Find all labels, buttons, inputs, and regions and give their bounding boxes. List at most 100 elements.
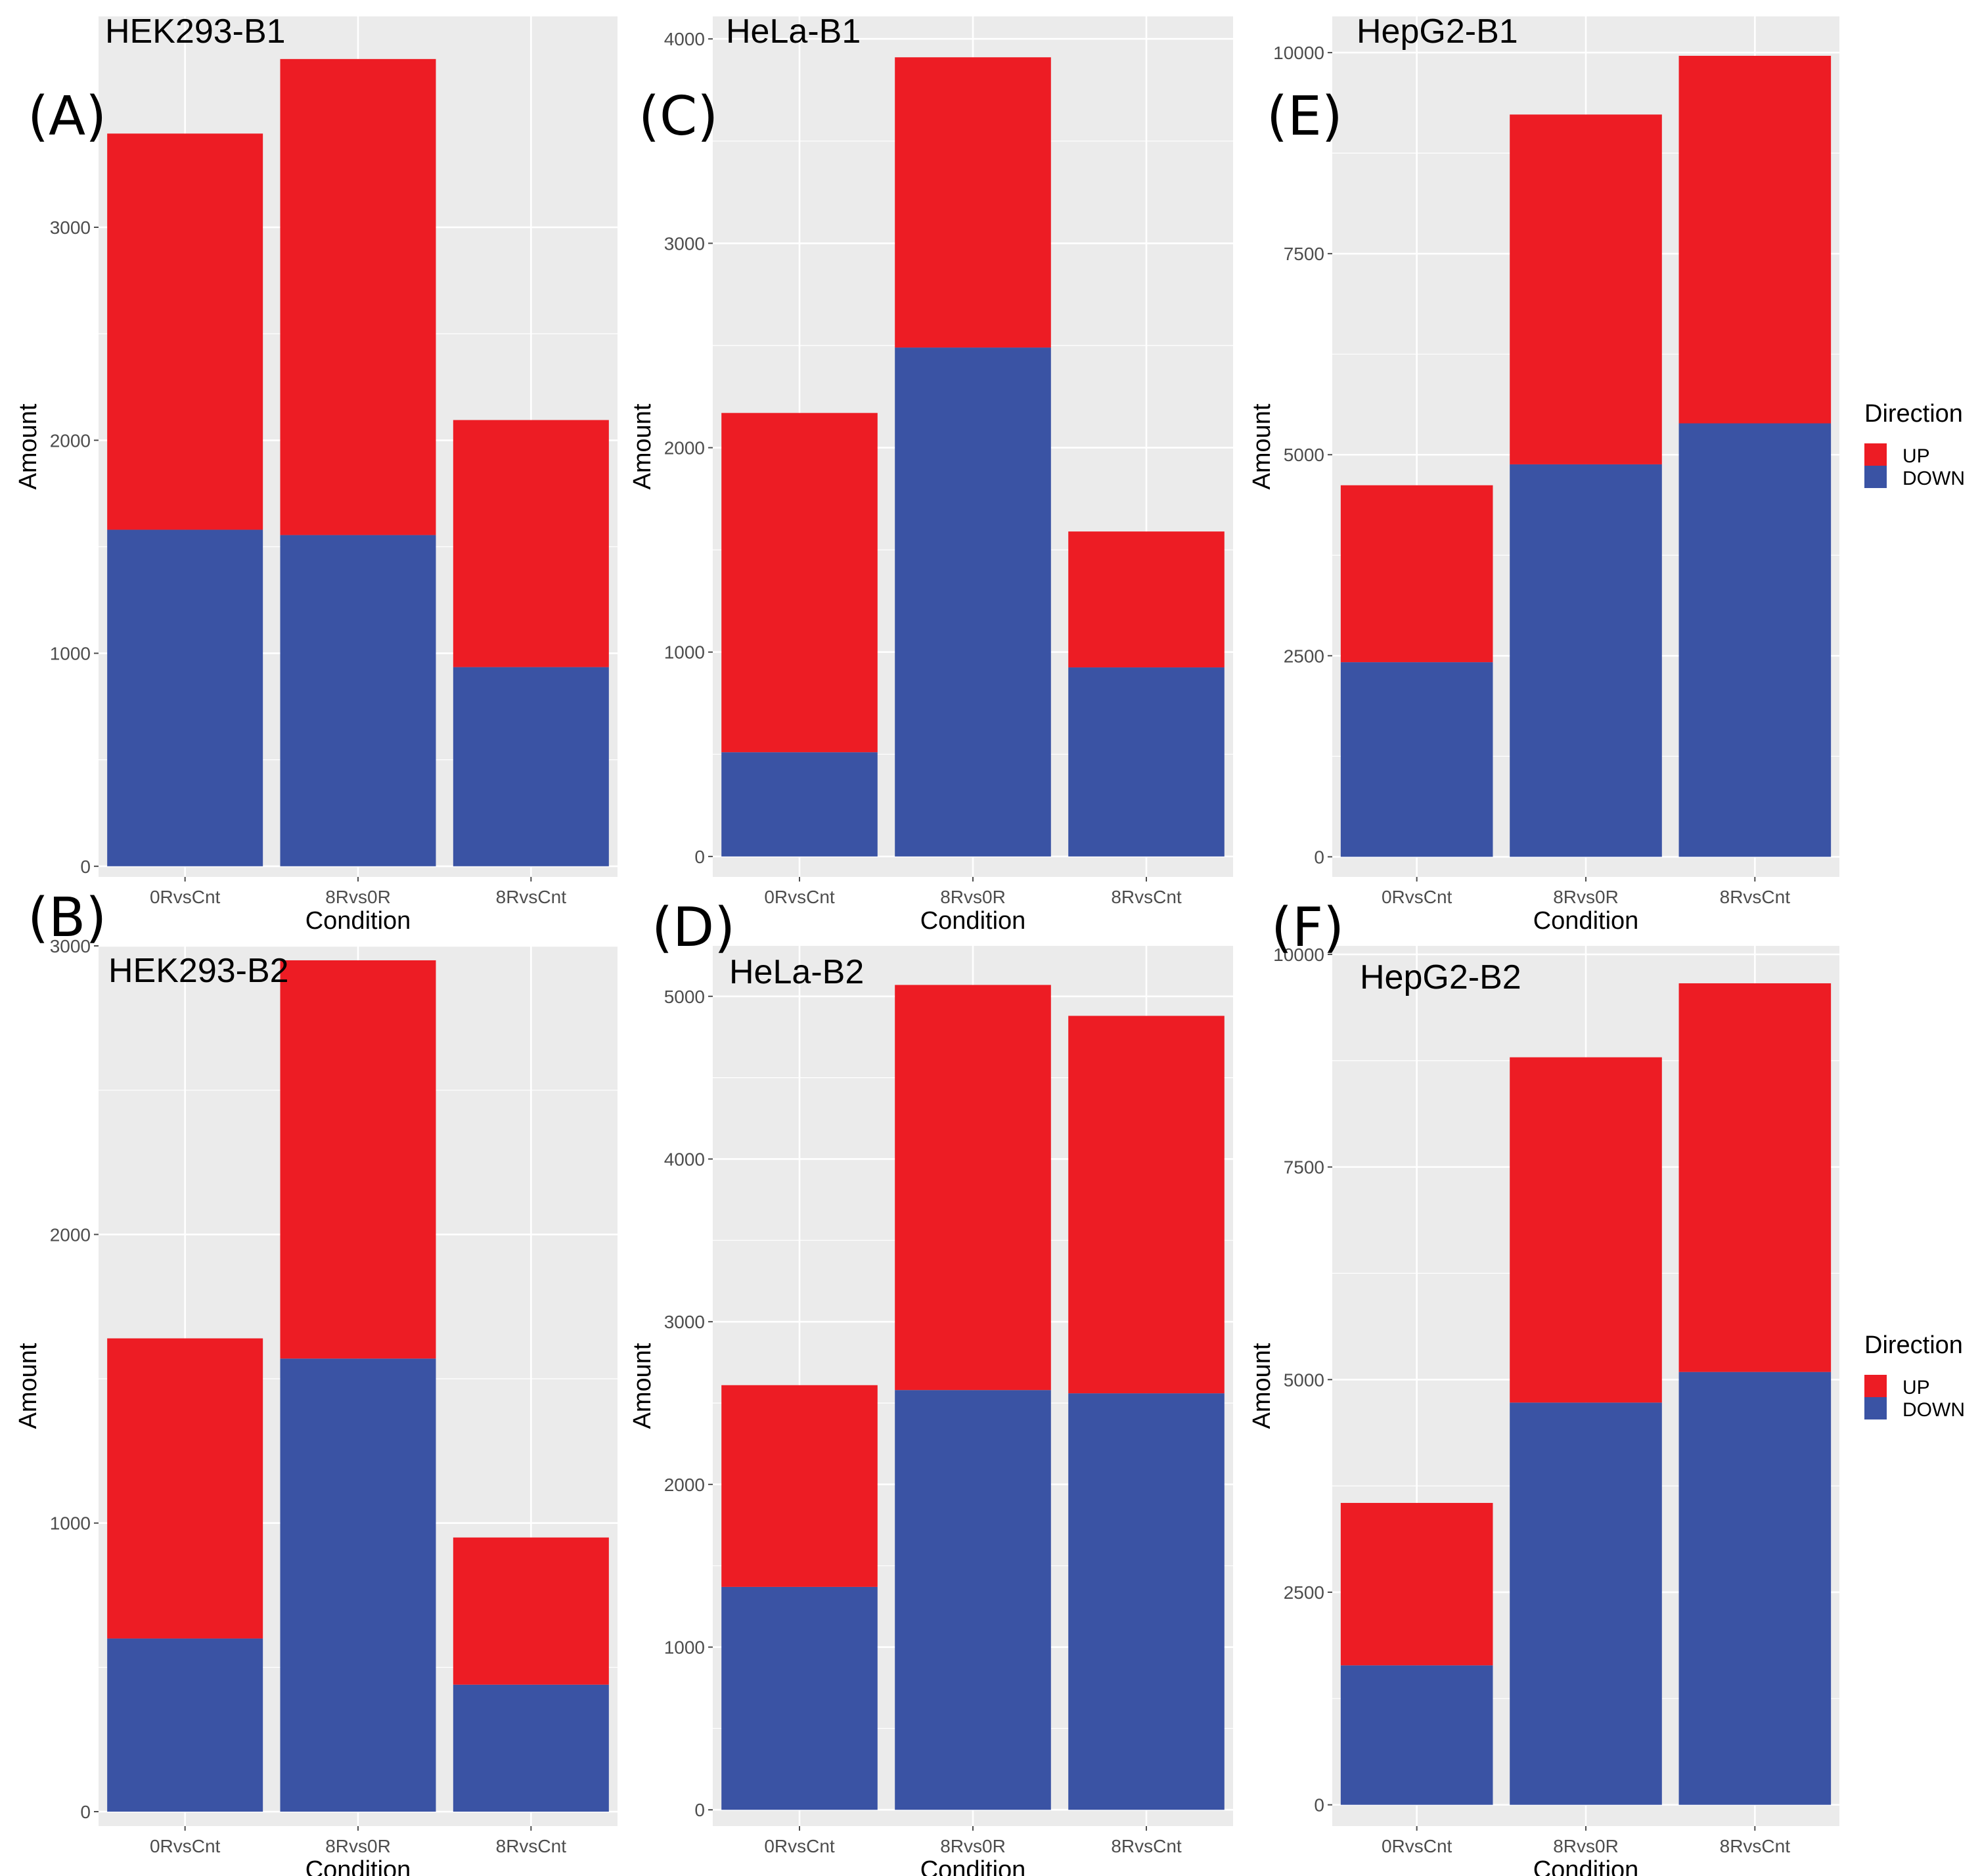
y-axis-title: Amount bbox=[14, 1343, 42, 1429]
bar-up-0RvsCnt bbox=[1340, 1503, 1493, 1666]
legend-swatch-down bbox=[1864, 466, 1887, 488]
x-tick-label: 8Rvs0R bbox=[940, 1836, 1006, 1856]
x-tick-label: 8RvsCnt bbox=[1720, 887, 1791, 907]
x-axis-title: Condition bbox=[305, 907, 411, 935]
bar-down-0RvsCnt bbox=[107, 529, 263, 866]
panel-c: 0 1000 2000 3000 4000 0RvsCnt 8Rvs0R 8RvsCnt Con… bbox=[629, 12, 1233, 935]
y-tick-label: 2500 bbox=[1284, 646, 1324, 666]
x-axis-title: Condition bbox=[1533, 1856, 1639, 1876]
legend-label-up: UP bbox=[1902, 1377, 1930, 1398]
bar-down-0RvsCnt bbox=[107, 1638, 263, 1812]
bar-down-8Rvs0R bbox=[1510, 1402, 1662, 1805]
bar-up-8RvsCnt bbox=[1678, 983, 1832, 1372]
legend-swatch-up bbox=[1864, 443, 1887, 466]
panel-title: HepG2-B2 bbox=[1360, 958, 1521, 996]
bar-down-8Rvs0R bbox=[1510, 464, 1662, 857]
x-axis-title: Condition bbox=[920, 1856, 1026, 1876]
bar-up-8RvsCnt bbox=[1068, 1016, 1225, 1394]
y-tick-label: 5000 bbox=[1284, 1370, 1324, 1390]
panel-title: HeLa-B1 bbox=[726, 12, 861, 51]
bar-down-8RvsCnt bbox=[1068, 1393, 1225, 1810]
y-tick-label: 3000 bbox=[50, 217, 91, 238]
y-tick-label: 2500 bbox=[1284, 1582, 1324, 1603]
x-tick-label: 8RvsCnt bbox=[496, 1836, 567, 1856]
panel-tag: (C) bbox=[639, 85, 718, 148]
panel-e: 0 2500 5000 7500 10000 0RvsCnt 8Rvs0R 8RvsCnt Co… bbox=[1248, 12, 1839, 935]
y-tick-label: 3000 bbox=[50, 936, 91, 956]
legend-swatch-up bbox=[1864, 1375, 1887, 1397]
y-tick-label: 0 bbox=[1314, 1795, 1324, 1816]
bar-down-8Rvs0R bbox=[895, 1390, 1051, 1810]
x-tick-label: 8Rvs0R bbox=[940, 887, 1006, 907]
y-tick-label: 3000 bbox=[664, 233, 705, 254]
x-tick-label: 0RvsCnt bbox=[764, 887, 835, 907]
x-axis-title: Condition bbox=[305, 1856, 411, 1876]
bar-up-8Rvs0R bbox=[1510, 114, 1662, 464]
panels: 0 1000 2000 3000 0RvsCnt 8Rvs0R 8RvsCnt Conditi… bbox=[14, 12, 1839, 1876]
legend-title: Direction bbox=[1864, 400, 1963, 428]
bar-up-8RvsCnt bbox=[1678, 55, 1832, 424]
bar-down-8RvsCnt bbox=[1678, 423, 1832, 857]
y-tick-label: 0 bbox=[694, 1800, 705, 1820]
bar-up-0RvsCnt bbox=[107, 1338, 263, 1639]
y-axis-title: Amount bbox=[1248, 403, 1276, 489]
bar-down-8Rvs0R bbox=[280, 1358, 436, 1812]
legend-label-down: DOWN bbox=[1902, 468, 1965, 489]
panel-tag: (D) bbox=[652, 897, 735, 959]
panel-title: HEK293-B2 bbox=[108, 952, 289, 990]
bar-down-0RvsCnt bbox=[1340, 1665, 1493, 1805]
x-tick-label: 8Rvs0R bbox=[1553, 1836, 1619, 1856]
y-tick-label: 2000 bbox=[50, 1224, 91, 1245]
y-tick-label: 5000 bbox=[664, 987, 705, 1007]
y-axis-title: Amount bbox=[629, 403, 656, 489]
bar-down-0RvsCnt bbox=[721, 1586, 878, 1810]
panel-tag: (B) bbox=[28, 887, 106, 949]
x-tick-label: 8RvsCnt bbox=[1111, 887, 1182, 907]
bar-up-8Rvs0R bbox=[280, 58, 436, 535]
x-tick-label: 0RvsCnt bbox=[150, 887, 221, 907]
bar-up-0RvsCnt bbox=[1340, 485, 1493, 663]
panel-b: 0 1000 2000 3000 0RvsCnt 8Rvs0R 8RvsCnt Conditi… bbox=[14, 887, 618, 1876]
bar-up-8RvsCnt bbox=[453, 1537, 609, 1685]
x-tick-label: 0RvsCnt bbox=[150, 1836, 221, 1856]
x-axis-title: Condition bbox=[920, 907, 1026, 935]
bar-down-0RvsCnt bbox=[721, 752, 878, 857]
x-tick-label: 8Rvs0R bbox=[325, 1836, 391, 1856]
y-tick-label: 2000 bbox=[664, 438, 705, 458]
y-tick-label: 2000 bbox=[664, 1475, 705, 1495]
y-axis-title: Amount bbox=[14, 403, 42, 489]
bar-down-8Rvs0R bbox=[895, 347, 1051, 857]
y-tick-label: 3000 bbox=[664, 1312, 705, 1332]
panel-title: HepG2-B1 bbox=[1357, 12, 1518, 51]
bar-down-8RvsCnt bbox=[1068, 667, 1225, 857]
bar-up-8Rvs0R bbox=[895, 985, 1051, 1391]
panel-d: 0 1000 2000 3000 4000 5000 0RvsCnt 8Rvs0R 8RvsCn… bbox=[629, 897, 1233, 1876]
y-tick-label: 10000 bbox=[1273, 43, 1324, 63]
y-tick-label: 4000 bbox=[664, 1149, 705, 1169]
legend-title: Direction bbox=[1864, 1331, 1963, 1359]
panel-f: 0 2500 5000 7500 10000 0RvsCnt 8Rvs0R 8RvsCnt Co… bbox=[1248, 897, 1839, 1876]
x-tick-label: 0RvsCnt bbox=[1382, 1836, 1452, 1856]
bar-up-8Rvs0R bbox=[895, 57, 1051, 348]
panel-tag: (A) bbox=[28, 85, 106, 148]
bar-up-0RvsCnt bbox=[721, 1385, 878, 1587]
panel-title: HEK293-B1 bbox=[105, 12, 286, 51]
y-tick-label: 1000 bbox=[50, 644, 91, 664]
bar-up-0RvsCnt bbox=[721, 413, 878, 753]
bar-down-8Rvs0R bbox=[280, 535, 436, 866]
bar-up-8Rvs0R bbox=[280, 960, 436, 1359]
y-tick-label: 2000 bbox=[50, 430, 91, 451]
panel-tag: (F) bbox=[1271, 897, 1344, 959]
legend-swatch-down bbox=[1864, 1397, 1887, 1419]
x-tick-label: 8RvsCnt bbox=[1720, 1836, 1791, 1856]
x-tick-label: 8Rvs0R bbox=[325, 887, 391, 907]
bar-down-8RvsCnt bbox=[453, 1684, 609, 1812]
panel-a: 0 1000 2000 3000 0RvsCnt 8Rvs0R 8RvsCnt Conditi… bbox=[14, 12, 618, 935]
y-tick-label: 0 bbox=[1314, 847, 1324, 867]
x-tick-label: 8Rvs0R bbox=[1553, 887, 1619, 907]
y-tick-label: 5000 bbox=[1284, 445, 1324, 465]
